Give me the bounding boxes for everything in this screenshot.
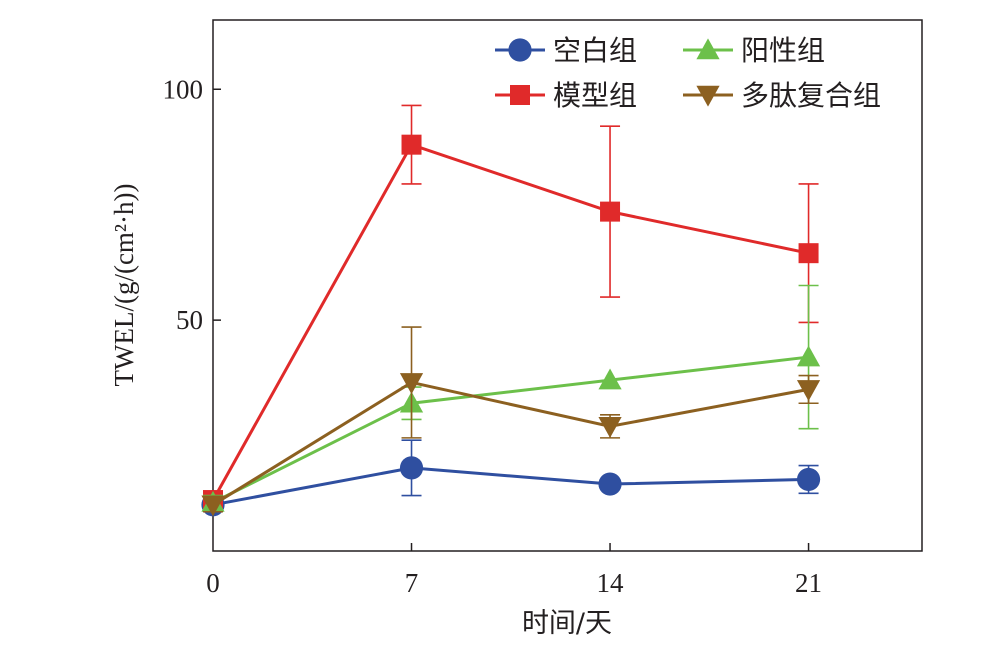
y-axis: 50 100	[163, 74, 221, 335]
y-axis-title: TWEL/(g/(cm²·h))	[109, 183, 139, 386]
legend-item-4: 多肽复合组	[683, 79, 881, 112]
data-point-square	[510, 85, 530, 105]
legend-item-2: 模型组	[495, 79, 637, 112]
legend-label: 模型组	[553, 79, 637, 112]
data-point-circle	[598, 472, 622, 496]
plot-area-border	[212, 19, 923, 552]
series-3	[201, 284, 821, 512]
y-tick-label: 100	[163, 74, 204, 104]
series-1	[201, 439, 821, 517]
x-axis-title: 时间/天	[522, 608, 612, 639]
data-point-triangle-down	[201, 495, 225, 517]
data-point-square	[600, 201, 621, 222]
legend-item-3: 阳性组	[683, 34, 825, 67]
legend-label: 空白组	[553, 34, 637, 67]
data-point-triangle-up	[598, 368, 622, 390]
data-point-triangle-down	[796, 380, 821, 401]
data-point-circle	[796, 467, 821, 492]
data-point-circle	[399, 456, 424, 480]
series-line	[212, 355, 809, 504]
series-layer	[201, 104, 821, 517]
data-point-square	[401, 134, 422, 155]
x-tick-label: 14	[597, 568, 625, 598]
plot-frame	[212, 19, 923, 552]
x-axis: 0 7 14 21	[206, 543, 822, 598]
data-point-triangle-up	[796, 345, 821, 367]
data-point-triangle-up	[696, 38, 720, 60]
series-line	[212, 380, 809, 507]
series-4	[201, 326, 821, 517]
series-2	[203, 104, 819, 511]
y-tick-label: 50	[176, 305, 203, 335]
data-point-triangle-down	[399, 373, 424, 395]
x-tick-label: 0	[206, 568, 220, 598]
data-point-triangle-down	[598, 417, 622, 438]
legend-label: 阳性组	[741, 34, 825, 67]
legend-item-1: 空白组	[495, 34, 637, 67]
legend-label: 多肽复合组	[741, 79, 881, 112]
series-line	[212, 466, 809, 507]
x-tick-label: 21	[795, 568, 822, 598]
x-tick-label: 7	[405, 568, 419, 598]
data-point-triangle-down	[696, 85, 720, 107]
data-point-square	[798, 243, 819, 264]
series-line	[211, 142, 809, 501]
data-point-circle	[508, 38, 532, 62]
